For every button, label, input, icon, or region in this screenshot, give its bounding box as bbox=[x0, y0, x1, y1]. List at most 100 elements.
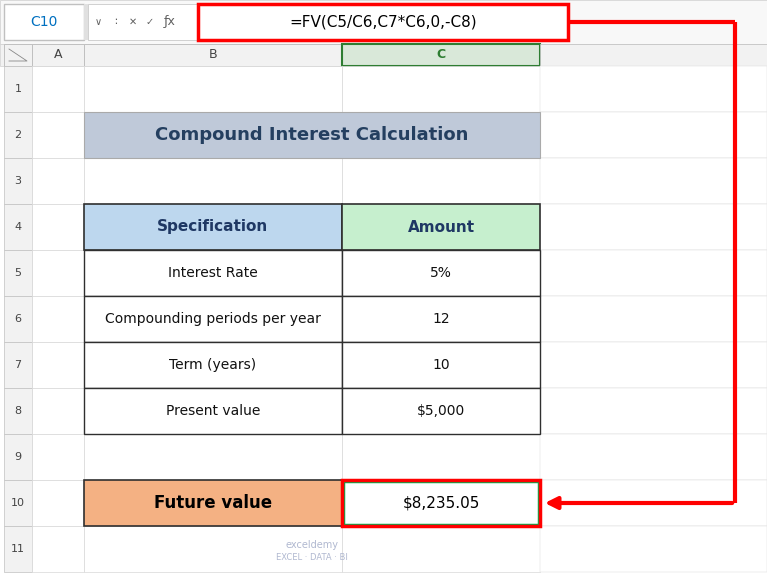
Text: 5%: 5% bbox=[430, 266, 452, 280]
Text: B: B bbox=[209, 48, 217, 61]
Text: Term (years): Term (years) bbox=[170, 358, 257, 372]
Bar bbox=[540, 158, 767, 204]
Bar bbox=[84, 250, 342, 296]
Text: Compounding periods per year: Compounding periods per year bbox=[105, 312, 321, 326]
Text: =FV(C5/C6,C7*C6,0,-C8): =FV(C5/C6,C7*C6,0,-C8) bbox=[289, 15, 477, 30]
Bar bbox=[540, 44, 767, 66]
Bar bbox=[342, 296, 540, 342]
Bar bbox=[342, 388, 540, 434]
Bar bbox=[342, 342, 540, 388]
Bar bbox=[84, 526, 342, 572]
Bar bbox=[342, 112, 540, 158]
Bar bbox=[84, 204, 342, 250]
Bar bbox=[540, 480, 767, 526]
Bar bbox=[84, 112, 342, 158]
Bar bbox=[342, 250, 540, 296]
Bar bbox=[84, 296, 342, 342]
Text: ∨: ∨ bbox=[94, 17, 101, 27]
Bar bbox=[32, 250, 84, 296]
Text: Future value: Future value bbox=[154, 494, 272, 512]
Bar bbox=[32, 44, 84, 66]
Bar bbox=[342, 44, 540, 66]
Text: 5: 5 bbox=[15, 268, 21, 278]
Bar bbox=[4, 112, 32, 158]
Bar bbox=[84, 342, 342, 388]
Bar bbox=[4, 480, 32, 526]
Bar bbox=[342, 158, 540, 204]
Text: $5,000: $5,000 bbox=[417, 404, 465, 418]
Bar bbox=[540, 388, 767, 434]
Text: Amount: Amount bbox=[407, 220, 475, 235]
Bar bbox=[84, 66, 342, 112]
Bar bbox=[4, 342, 32, 388]
Bar bbox=[4, 158, 32, 204]
Text: 7: 7 bbox=[15, 360, 21, 370]
Text: Specification: Specification bbox=[157, 220, 268, 235]
Text: exceldemy: exceldemy bbox=[285, 540, 338, 550]
Text: 2: 2 bbox=[15, 130, 21, 140]
Bar bbox=[342, 388, 540, 434]
Text: 9: 9 bbox=[15, 452, 21, 462]
Bar bbox=[84, 112, 540, 158]
Text: C: C bbox=[436, 48, 446, 61]
Bar bbox=[540, 204, 767, 250]
Bar bbox=[342, 250, 540, 296]
Text: 8: 8 bbox=[15, 406, 21, 416]
Bar bbox=[342, 480, 540, 526]
Bar bbox=[4, 388, 32, 434]
Text: $8,235.05: $8,235.05 bbox=[403, 495, 479, 510]
Text: C10: C10 bbox=[31, 15, 58, 29]
Bar bbox=[84, 480, 342, 526]
Text: 10: 10 bbox=[11, 498, 25, 508]
Bar bbox=[32, 480, 84, 526]
Bar bbox=[88, 4, 198, 40]
Text: ƒx: ƒx bbox=[164, 16, 176, 29]
Bar bbox=[84, 434, 342, 480]
Bar bbox=[0, 44, 767, 66]
Bar bbox=[540, 434, 767, 480]
Bar bbox=[540, 526, 767, 572]
Bar bbox=[32, 342, 84, 388]
Bar bbox=[32, 66, 84, 112]
Text: 3: 3 bbox=[15, 176, 21, 186]
Bar bbox=[4, 66, 32, 112]
Bar bbox=[84, 204, 342, 250]
Bar bbox=[342, 204, 540, 250]
Text: 11: 11 bbox=[11, 544, 25, 554]
Bar bbox=[84, 158, 342, 204]
Text: A: A bbox=[54, 48, 62, 61]
Bar bbox=[32, 204, 84, 250]
Bar bbox=[4, 250, 32, 296]
Text: 1: 1 bbox=[15, 84, 21, 94]
Bar bbox=[32, 526, 84, 572]
Bar bbox=[4, 296, 32, 342]
Bar bbox=[84, 480, 342, 526]
Bar bbox=[84, 4, 88, 40]
Text: ∶: ∶ bbox=[114, 17, 117, 27]
Bar bbox=[343, 481, 539, 525]
Bar bbox=[342, 434, 540, 480]
Bar bbox=[32, 388, 84, 434]
Text: Compound Interest Calculation: Compound Interest Calculation bbox=[155, 126, 469, 144]
Bar bbox=[4, 44, 32, 66]
Bar bbox=[342, 66, 540, 112]
Text: 12: 12 bbox=[432, 312, 449, 326]
Text: ✓: ✓ bbox=[146, 17, 154, 27]
Text: 6: 6 bbox=[15, 314, 21, 324]
Bar bbox=[84, 44, 342, 66]
Bar bbox=[342, 342, 540, 388]
Bar bbox=[540, 296, 767, 342]
Text: 4: 4 bbox=[15, 222, 21, 232]
Bar bbox=[32, 112, 84, 158]
Bar bbox=[32, 296, 84, 342]
Text: Present value: Present value bbox=[166, 404, 260, 418]
Bar bbox=[32, 434, 84, 480]
Text: EXCEL · DATA · BI: EXCEL · DATA · BI bbox=[276, 553, 348, 562]
Bar bbox=[4, 434, 32, 480]
Bar bbox=[540, 66, 767, 112]
Bar bbox=[84, 342, 342, 388]
Bar bbox=[342, 480, 540, 526]
Bar bbox=[84, 250, 342, 296]
Bar bbox=[342, 526, 540, 572]
Bar bbox=[540, 112, 767, 158]
